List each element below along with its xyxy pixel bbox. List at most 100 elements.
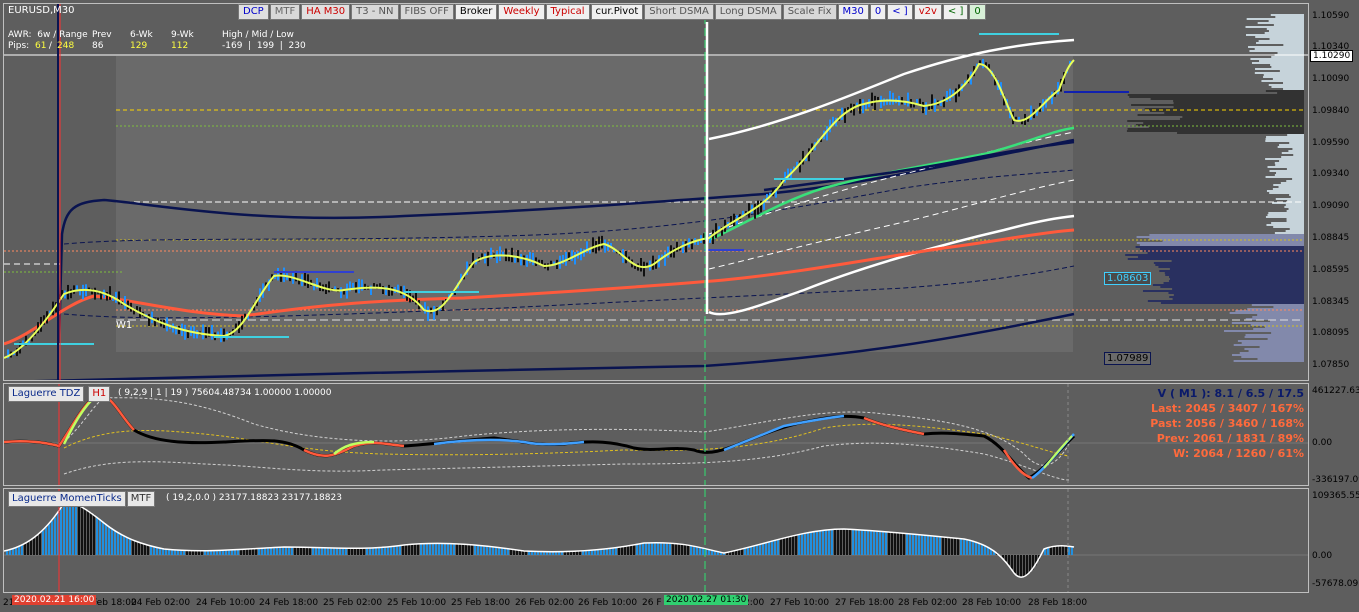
histogram-bar [705,548,707,555]
histogram-bar [972,540,974,555]
candle [499,246,501,262]
toolbar-button-broker-5[interactable]: Broker [454,4,498,20]
laguerre-tdz-params: ( 9,2,9 | 1 | 19 ) 75604.48734 1.00000 1… [118,388,332,398]
histogram-bar [663,542,665,555]
toolbar-button-short-dsma-9[interactable]: Short DSMA [644,4,714,20]
histogram-bar [888,531,890,555]
histogram-bar [198,550,200,555]
volume-profile-bar [1137,256,1304,258]
price-chart-canvas[interactable] [4,4,1309,381]
toolbar-button-m30-12[interactable]: M30 [837,4,869,20]
histogram-bar [273,547,275,555]
histogram-bar [357,548,359,555]
histogram-bar [543,551,545,555]
candle [547,263,549,271]
histogram-bar [507,548,509,555]
histogram-bar [762,543,764,555]
toolbar-button-typical-7[interactable]: Typical [545,4,590,20]
volume-profile-bar [1252,316,1304,318]
candle [652,255,654,270]
histogram-bar [666,542,668,555]
volume-profile-bar [1275,198,1304,200]
volume-profile-bar [1177,132,1304,134]
volume-profile-bar [1172,288,1304,290]
toolbar-button-ha-m30-2[interactable]: HA M30 [301,4,351,20]
histogram-bar [657,542,659,555]
volume-profile-bar [1265,216,1304,218]
candle [862,99,864,114]
toolbar-button-fibs-off-4[interactable]: FIBS OFF [399,4,454,20]
laguerre-tdz-tf[interactable]: H1 [88,386,111,402]
histogram-bar [897,532,899,555]
histogram-bar [549,551,551,555]
toolbar-button--14[interactable]: < ] [887,4,913,20]
volume-profile-bar [1149,238,1304,240]
candle [328,281,330,293]
toolbar-button-dcp-0[interactable]: DCP [238,4,269,20]
histogram-bar [672,543,674,555]
candle [697,240,699,245]
laguerre-momenticks-label[interactable]: Laguerre MomenTicks MTF [8,491,156,507]
histogram-bar [492,546,494,555]
candle [538,259,540,265]
histogram-bar [477,545,479,555]
price-chart-pane[interactable]: EURUSD,M30 AWR: 6w / Range Prev 6-Wk 9-W… [3,3,1309,381]
toolbar-button-scale-fix-11[interactable]: Scale Fix [782,4,837,20]
laguerre-tdz-pane[interactable]: Laguerre TDZ H1 ( 9,2,9 | 1 | 19 ) 75604… [3,383,1309,486]
volume-profile-bar [1125,254,1304,256]
histogram-bar [423,543,425,555]
volume-profile-bar [1286,220,1304,222]
histogram-bar [735,550,737,555]
laguerre-momenticks-name[interactable]: Laguerre MomenTicks [8,491,126,507]
histogram-bar [981,543,983,555]
toolbar-button--16[interactable]: < ] [942,4,969,20]
laguerre-tdz-canvas[interactable] [4,384,1309,486]
toolbar-button-v2v-15[interactable]: v2v [913,4,942,20]
volume-profile-bar [1254,72,1304,74]
volume-profile-bar [1147,252,1304,254]
laguerre-momenticks-tf[interactable]: MTF [126,491,156,507]
histogram-bar [825,530,827,555]
candle [382,286,384,294]
volume-profile-bar [1159,270,1304,272]
toolbar-button-mtf-1[interactable]: MTF [269,4,301,20]
candle [730,216,732,225]
toolbar-button-cur-pivot-8[interactable]: cur.Pivot [590,4,644,20]
toolbar-button-weekly-6[interactable]: Weekly [498,4,545,20]
volume-profile-bar [1265,140,1304,142]
histogram-bar [921,534,923,555]
candle [856,102,858,107]
candle [1057,82,1059,95]
candle [148,314,150,326]
histogram-bar [1047,547,1049,555]
price-tick: 1.10090 [1312,74,1350,84]
toolbar-button-t3-nn-3[interactable]: T3 - NN [351,4,399,20]
histogram-bar [381,547,383,555]
laguerre-momenticks-canvas[interactable] [4,489,1309,593]
histogram-bar [45,527,47,555]
histogram-bar [582,550,584,555]
toolbar-button-0-13[interactable]: 0 [869,4,887,20]
volume-profile-bar [1241,342,1304,344]
candle [811,143,813,152]
toolbar-button-0-17[interactable]: 0 [969,4,986,20]
laguerre-tdz-label[interactable]: Laguerre TDZ H1 [8,386,111,402]
candle [514,256,516,263]
histogram-bar [624,546,626,555]
ind2-axis-top: 109365.55 [1312,491,1359,501]
candle [871,92,873,106]
histogram-bar [1014,555,1016,573]
price-tick: 1.07850 [1312,360,1350,370]
volume-profile-bar [1286,210,1304,212]
laguerre-tdz-name[interactable]: Laguerre TDZ [8,386,85,402]
volume-profile-bar [1267,166,1304,168]
histogram-bar [567,551,569,555]
laguerre-momenticks-pane[interactable]: Laguerre MomenTicks MTF ( 19,2,0.0 ) 231… [3,488,1309,593]
candle [361,279,363,291]
histogram-bar [171,549,173,555]
histogram-bar [324,547,326,555]
toolbar-button-long-dsma-10[interactable]: Long DSMA [714,4,782,20]
candle [667,246,669,258]
histogram-bar [675,543,677,555]
histogram-bar [354,548,356,555]
